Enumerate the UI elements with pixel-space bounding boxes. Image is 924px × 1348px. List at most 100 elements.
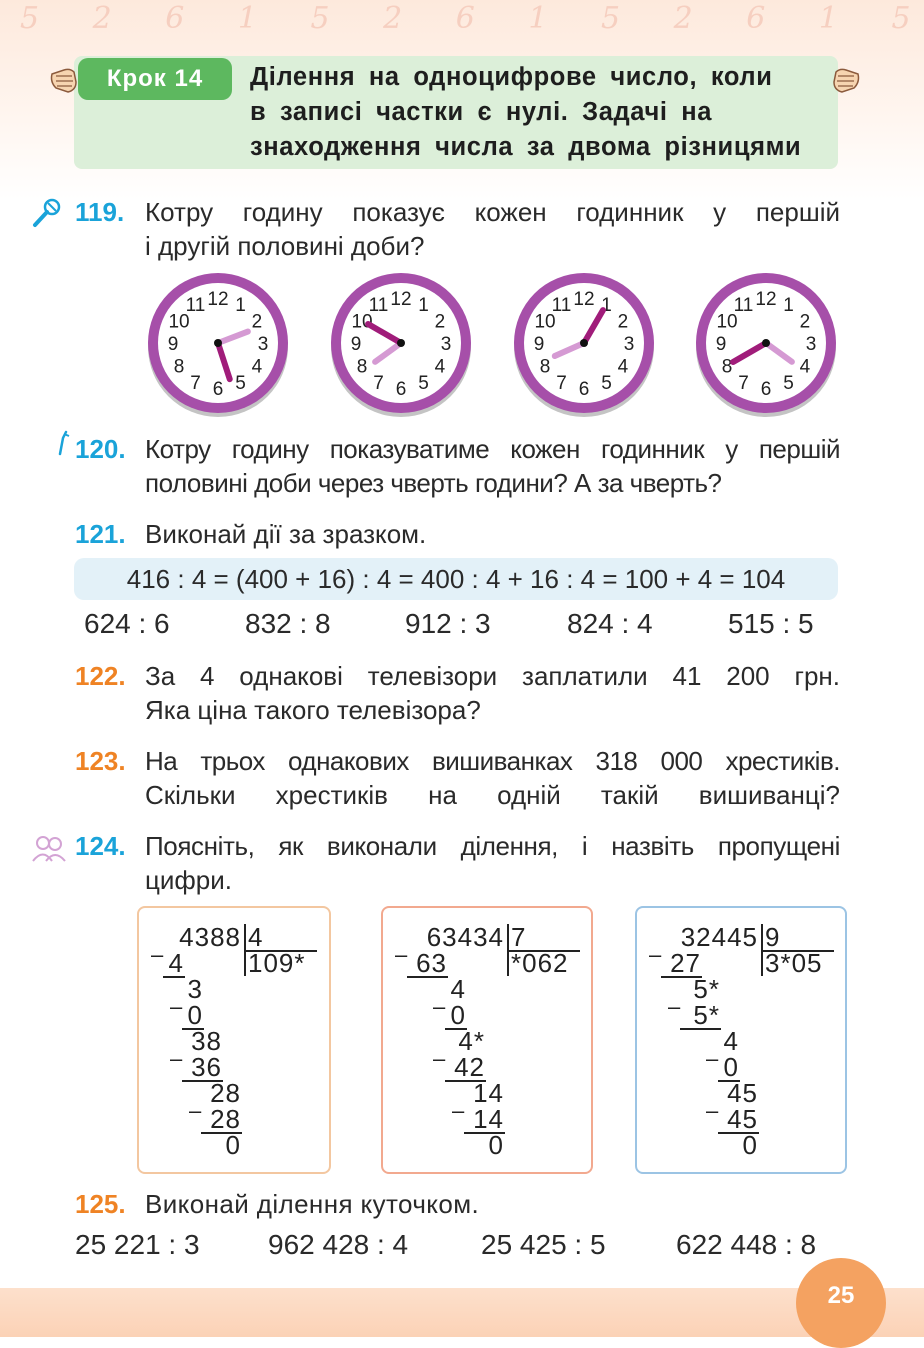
subtrahend: 0 [188,1000,203,1030]
expression: 622 448 : 8 [676,1229,817,1260]
clock-number: 12 [207,289,228,310]
quotient: 3*05 [765,948,823,978]
hour-hand [215,340,233,383]
remainder: 38 [191,1026,222,1056]
dividend: 4388 [179,922,241,952]
remainder: 4 [451,974,466,1004]
clock-number: 1 [235,295,246,316]
clock-number: 8 [540,357,551,378]
expression: 624 : 6 [84,608,170,639]
clock-number: 2 [252,312,263,333]
clock-number: 1 [418,295,429,316]
remainder: 4 [724,1026,739,1056]
clock-number: 11 [186,295,206,316]
clock-number: 12 [573,289,594,310]
hand-pointer-icon [833,68,860,93]
long-division: 32445 93*05– 275*– 5*4– 045– 450 [649,922,834,1160]
subtrahend: 42 [454,1052,485,1082]
minus-sign: – [668,994,681,1019]
clock-number: 12 [755,289,776,310]
remainder: 0 [489,1130,504,1160]
task-text: Поясніть, як виконали ділення, і назвіть… [145,831,840,861]
clock-number: 9 [168,334,179,355]
clock-number: 9 [351,334,362,355]
task-text: Котру годину показує кожен годинник у пе… [145,197,840,227]
clock-number: 9 [534,334,545,355]
subtrahend: 63 [416,948,447,978]
task-text: За 4 однакові телевізори заплатили 41 20… [145,661,840,691]
remainder: 0 [743,1130,758,1160]
clock-number: 6 [579,379,590,400]
clock-number: 5 [601,373,612,394]
clock-number: 4 [618,357,629,378]
step-label: Крок 14 [78,58,232,100]
subtrahend: 14 [473,1104,504,1134]
quotient: *062 [511,948,569,978]
remainder: 0 [226,1130,241,1160]
clock-number: 5 [418,373,429,394]
remainder: 4* [458,1026,485,1056]
expression: 515 : 5 [728,608,814,639]
minus-sign: – [170,1046,183,1071]
remainder: 14 [473,1078,504,1108]
pair-work-icon [32,836,66,862]
remainder: 5* [693,974,720,1004]
dividend: 63434 [427,922,504,952]
expression: 824 : 4 [567,608,653,639]
clock-number: 11 [734,295,754,316]
task-number: 124. [75,831,126,861]
divisor: 4 [248,922,263,952]
clock-number: 11 [552,295,572,316]
minus-sign: – [433,1046,446,1071]
minus-sign: – [706,1046,719,1071]
microphone-icon [33,198,61,227]
clock-number: 6 [213,379,224,400]
task-text: Котру годину показуватиме кожен годинник… [145,434,841,464]
task-text: Скільки хрестиків на одній такій вишиван… [145,780,840,810]
clock-number: 2 [618,312,629,333]
task-text: На трьох однакових вишиванках 318 000 хр… [145,746,841,776]
subtrahend: 45 [727,1104,758,1134]
expression: 25 425 : 5 [481,1229,606,1260]
subtrahend: 28 [210,1104,241,1134]
subtrahend: 0 [724,1052,739,1082]
subtrahend: 0 [451,1000,466,1030]
divisor: 7 [511,922,526,952]
clock-number: 5 [235,373,246,394]
clock-number: 1 [601,295,612,316]
clock-number: 5 [783,373,794,394]
clock-number: 8 [357,357,368,378]
minus-sign: – [170,994,183,1019]
clock-number: 6 [396,379,407,400]
expression: 962 428 : 4 [268,1229,409,1260]
clock-number: 12 [390,289,411,310]
long-division-card: 63434 7 *062–63 4–0 4* –42 14–14 0 [381,906,593,1174]
task-text: і другій половині доби? [145,231,425,261]
clock-number: 2 [435,312,446,333]
minute-hand [372,340,404,365]
clock-number: 4 [800,357,811,378]
divisor: 9 [765,922,780,952]
minus-sign: – [189,1098,202,1123]
clock-number: 3 [806,334,817,355]
lesson-title-line: в записі частки є нулі. Задачі на [250,98,713,126]
dividend: 32445 [681,922,758,952]
quotient: 109* [248,948,306,978]
long-division-card: 4388 4 109* –4 3–0 38–36 28–28 0 [137,906,331,1174]
minus-sign: – [452,1098,465,1123]
clock-number: 10 [716,312,737,333]
clock-number: 7 [373,373,384,394]
remainder: 45 [727,1078,758,1108]
minus-sign: – [151,942,164,967]
task-text: Яка ціна такого телевізора? [145,695,481,725]
task-text: Виконай дії за зразком. [145,519,427,549]
task-number: 120. [75,434,126,464]
hour-hand [581,307,606,346]
task-text: цифри. [145,865,233,895]
